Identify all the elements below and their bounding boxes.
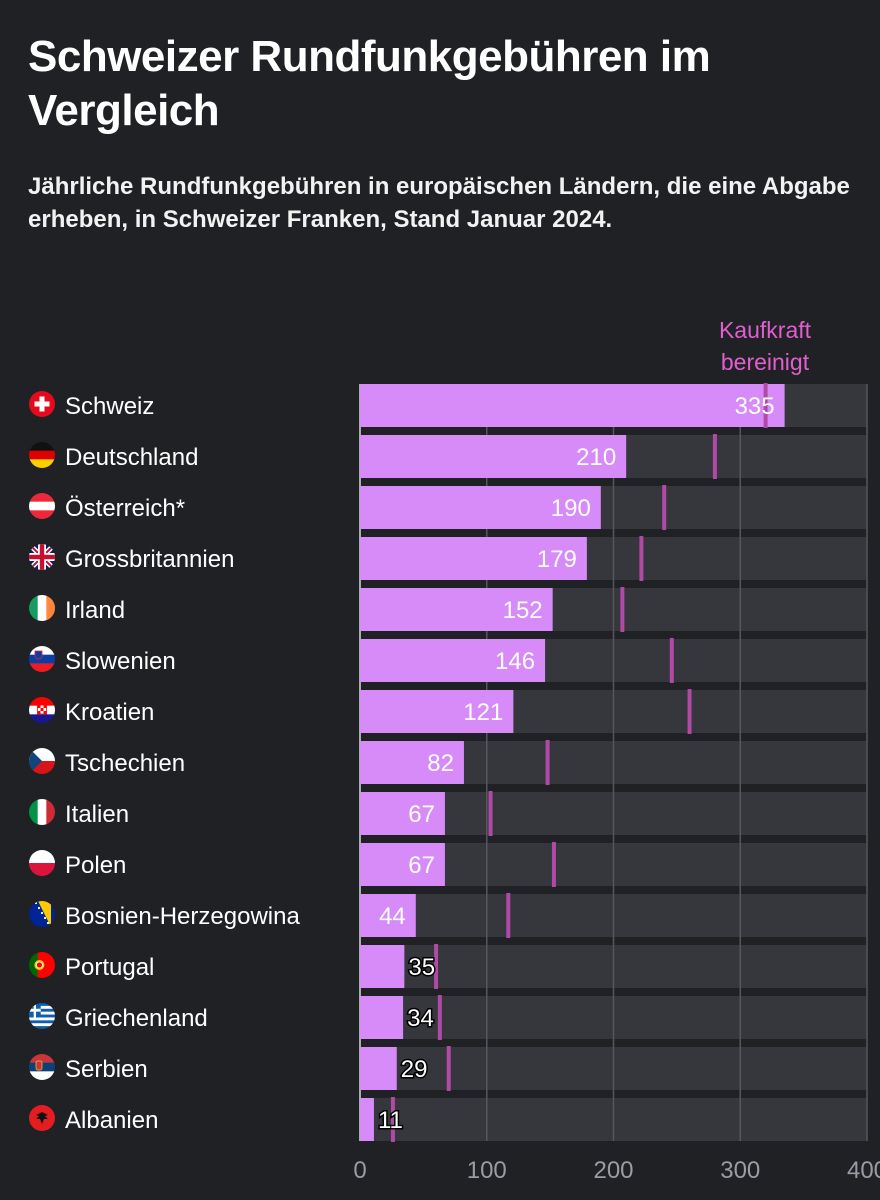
- country-label-at: Österreich*: [65, 495, 185, 522]
- flag-ie-icon: [29, 595, 55, 621]
- flag-ba-icon: [29, 901, 55, 927]
- bar-pt: [360, 945, 405, 988]
- value-label-ie: 152: [503, 597, 543, 624]
- country-label-rs: Serbien: [65, 1056, 148, 1083]
- flag-si-icon: [29, 646, 55, 672]
- flag-gr-icon: [29, 1003, 55, 1029]
- flag-rs-icon: [29, 1054, 55, 1080]
- bar-gb: [360, 537, 587, 580]
- x-tick-label: 100: [467, 1157, 507, 1184]
- bars-layer: [360, 384, 785, 1141]
- country-label-de: Deutschland: [65, 444, 198, 471]
- flag-gb-icon: [29, 544, 55, 570]
- bar-ba: [360, 894, 416, 937]
- x-tick-label: 400: [847, 1157, 880, 1184]
- value-label-gb: 179: [537, 546, 577, 573]
- flag-cz-icon: [29, 748, 55, 774]
- bar-it: [360, 792, 445, 835]
- bar-si: [360, 639, 546, 682]
- legend: Kaufkraft bereinigt: [719, 317, 812, 375]
- country-label-si: Slowenien: [65, 648, 176, 675]
- bar-ch: [360, 384, 785, 427]
- country-label-cz: Tschechien: [65, 750, 185, 777]
- x-tick-label: 200: [593, 1157, 633, 1184]
- value-label-it: 67: [408, 801, 435, 828]
- bar-at: [360, 486, 601, 529]
- country-label-al: Albanien: [65, 1107, 158, 1134]
- country-label-pt: Portugal: [65, 954, 154, 981]
- value-label-gr: 34: [407, 1005, 434, 1032]
- value-label-hr: 121: [463, 699, 503, 726]
- chart-subtitle: Jährliche Rundfunkgebühren in europäisch…: [28, 173, 850, 233]
- country-label-gb: Grossbritannien: [65, 546, 234, 573]
- flag-it-icon: [29, 799, 55, 825]
- x-axis: 0 100 200 300 400: [353, 1157, 880, 1184]
- x-tick-label: 0: [353, 1157, 366, 1184]
- bar-pl: [360, 843, 445, 886]
- flag-at-icon: [29, 493, 55, 519]
- country-label-gr: Griechenland: [65, 1005, 208, 1032]
- labels-layer: 335 Schweiz 210 Deutschland 190 Österreich* 17…: [65, 393, 775, 1136]
- flag-pt-icon: [29, 952, 55, 978]
- bar-gr: [360, 996, 404, 1039]
- country-label-ie: Irland: [65, 597, 125, 624]
- value-label-pt: 35: [408, 954, 435, 981]
- country-label-ch: Schweiz: [65, 393, 154, 420]
- value-label-de: 210: [576, 444, 616, 471]
- legend-label-line2: bereinigt: [721, 349, 810, 375]
- bar-al: [360, 1098, 374, 1141]
- ppp-markers-layer: [390, 383, 768, 1142]
- value-label-at: 190: [551, 495, 591, 522]
- flag-de-icon: [29, 442, 55, 468]
- country-label-hr: Kroatien: [65, 699, 154, 726]
- bar-rs: [360, 1047, 397, 1090]
- flags-layer: [29, 391, 55, 1131]
- bar-hr: [360, 690, 514, 733]
- country-label-ba: Bosnien-Herzegowina: [65, 903, 300, 930]
- flag-al-icon: [29, 1105, 55, 1131]
- country-label-pl: Polen: [65, 852, 126, 879]
- chart-title: Schweizer Rundfunkgebühren im Vergleich: [28, 32, 711, 135]
- bar-de: [360, 435, 627, 478]
- value-label-al: 11: [378, 1107, 403, 1134]
- bar-cz: [360, 741, 464, 784]
- x-tick-label: 300: [720, 1157, 760, 1184]
- flag-hr-icon: [29, 697, 55, 723]
- value-label-pl: 67: [408, 852, 435, 879]
- flag-pl-icon: [29, 850, 55, 876]
- value-label-si: 146: [495, 648, 535, 675]
- value-label-cz: 82: [427, 750, 454, 777]
- country-label-it: Italien: [65, 801, 129, 828]
- legend-label-line1: Kaufkraft: [719, 317, 812, 343]
- value-label-ba: 44: [379, 903, 406, 930]
- value-label-rs: 29: [401, 1056, 428, 1083]
- bar-ie: [360, 588, 553, 631]
- value-label-ch: 335: [735, 393, 775, 420]
- flag-ch-icon: [29, 391, 55, 417]
